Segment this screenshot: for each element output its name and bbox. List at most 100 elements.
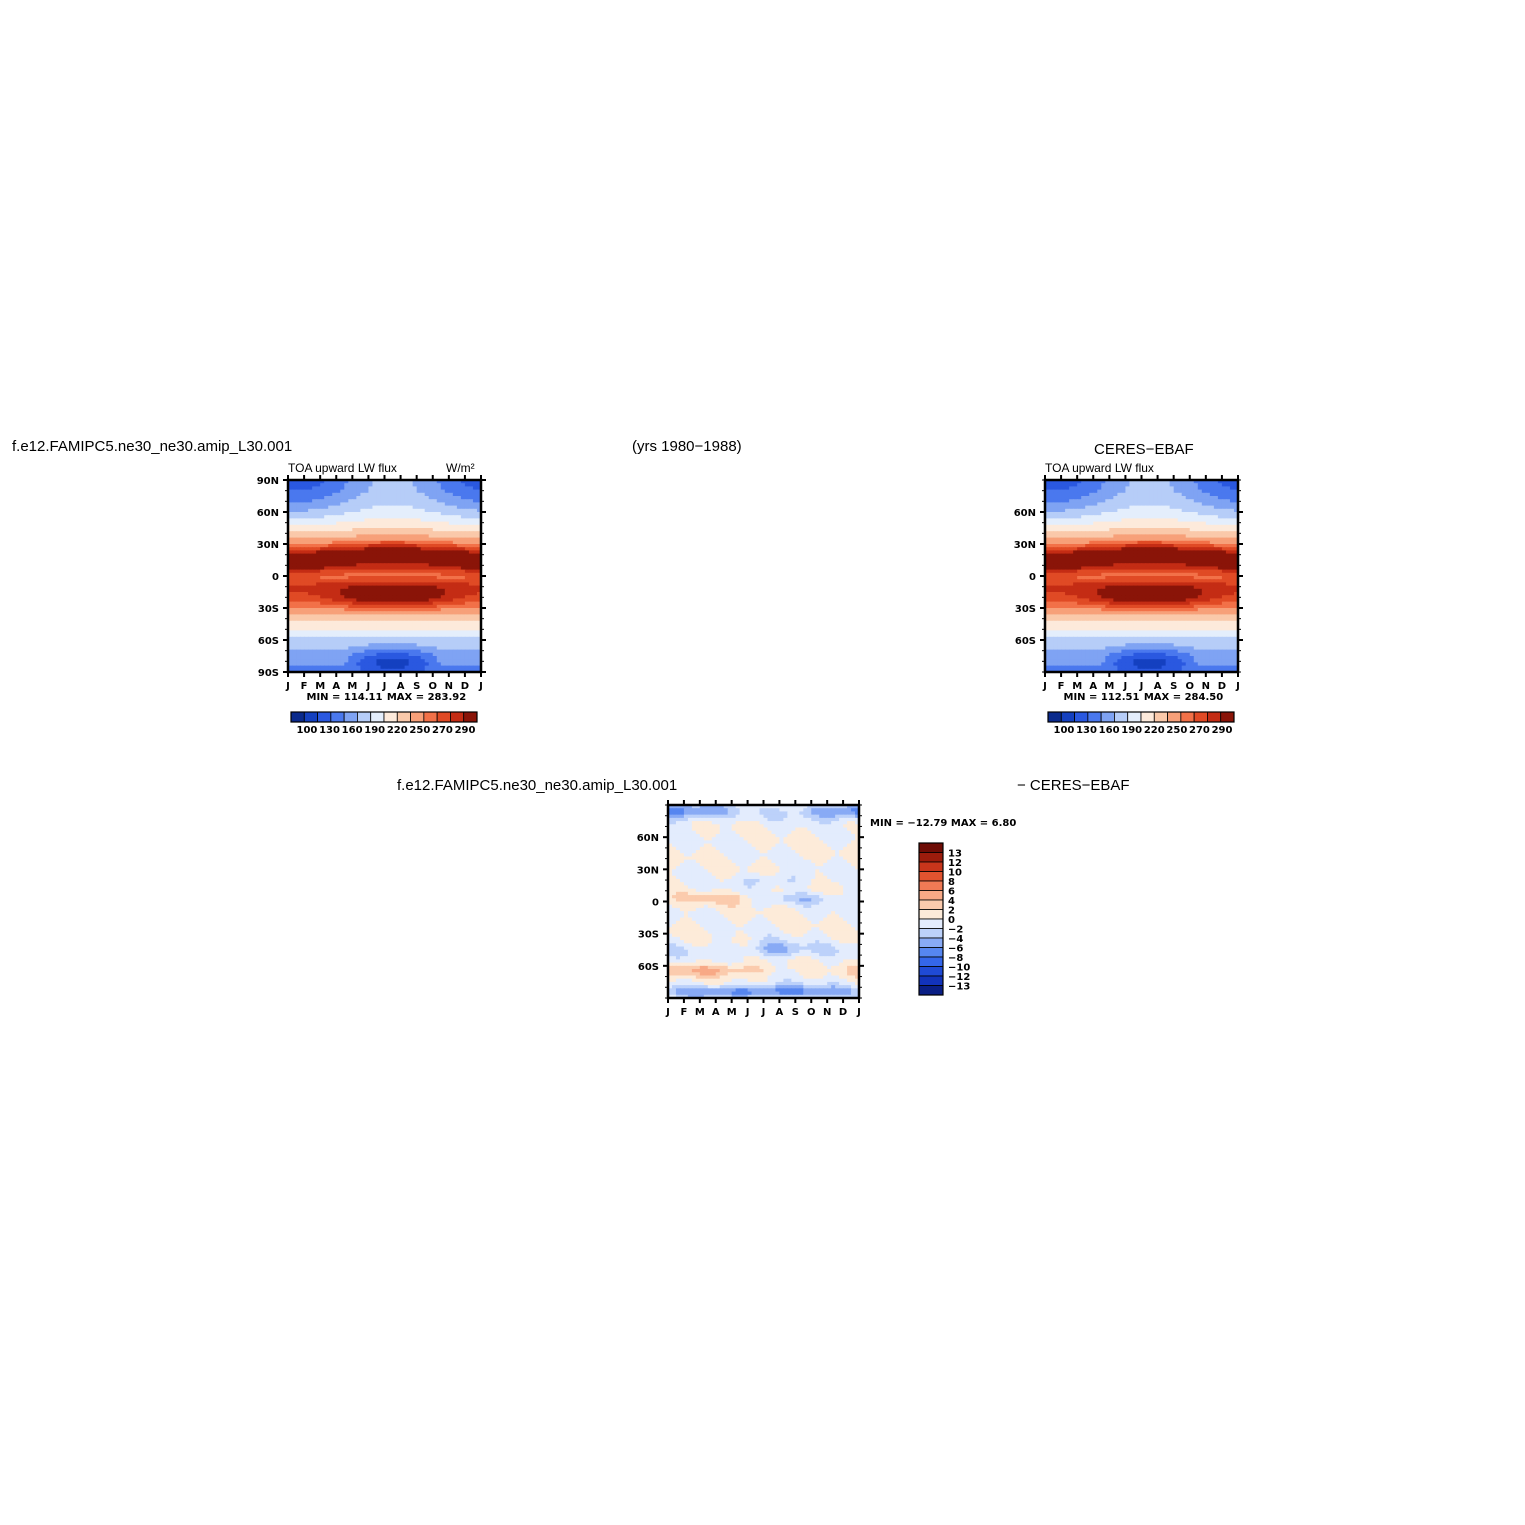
contour-cell xyxy=(360,512,365,516)
contour-cell xyxy=(428,595,434,599)
contour-cell xyxy=(448,508,454,513)
contour-cell xyxy=(1109,540,1114,545)
contour-cell xyxy=(1125,585,1131,590)
contour-cell xyxy=(1209,608,1215,612)
contour-cell xyxy=(1217,483,1223,487)
contour-cell xyxy=(1133,566,1139,571)
contour-cell xyxy=(464,668,470,673)
contour-cell xyxy=(472,518,478,523)
contour-cell xyxy=(396,627,402,631)
contour-cell xyxy=(1213,547,1219,551)
contour-cell xyxy=(296,524,301,529)
contour-cell xyxy=(1157,608,1163,612)
contour-cell xyxy=(304,524,309,529)
contour-cell xyxy=(1057,563,1062,567)
contour-cell xyxy=(1061,560,1066,564)
contour-cell xyxy=(380,652,386,657)
contour-cell xyxy=(440,611,446,615)
contour-cell xyxy=(368,611,374,615)
contour-cell xyxy=(396,556,402,561)
contour-cell xyxy=(364,572,370,577)
contour-cell xyxy=(404,502,410,507)
contour-cell xyxy=(1081,521,1086,526)
contour-cell xyxy=(388,576,394,580)
contour-cell xyxy=(1045,496,1050,500)
contour-cell xyxy=(1149,499,1155,503)
contour-cell xyxy=(1057,556,1062,561)
contour-cell xyxy=(1085,579,1090,583)
contour-cell xyxy=(420,620,426,625)
contour-cell xyxy=(1209,489,1215,494)
contour-cell xyxy=(448,627,454,631)
contour-cell xyxy=(388,524,394,529)
contour-cell xyxy=(420,572,426,577)
contour-cell xyxy=(456,652,462,657)
contour-cell xyxy=(432,572,438,577)
contour-cell xyxy=(1049,486,1054,491)
contour-cell xyxy=(1093,608,1098,612)
contour-cell xyxy=(416,550,422,555)
contour-cell xyxy=(448,665,454,670)
contour-cell xyxy=(1177,512,1183,516)
contour-cell xyxy=(292,483,297,487)
contour-cell xyxy=(1097,544,1102,548)
contour-cell xyxy=(364,640,370,644)
contour-cell xyxy=(1097,499,1102,503)
contour-cell xyxy=(436,534,442,539)
contour-cell xyxy=(424,556,430,561)
contour-cell xyxy=(300,579,305,583)
contour-cell xyxy=(1189,524,1195,529)
contour-cell xyxy=(1233,604,1239,609)
contour-cell xyxy=(1117,540,1122,545)
contour-cell xyxy=(1085,556,1090,561)
contour-cell xyxy=(444,499,450,503)
contour-cell xyxy=(1069,595,1074,599)
contour-cell xyxy=(304,633,309,638)
contour-cell xyxy=(404,537,410,542)
contour-cell xyxy=(372,524,378,529)
contour-cell xyxy=(288,614,293,619)
contour-cell xyxy=(408,652,414,657)
contour-cell xyxy=(348,489,353,494)
contour-cell xyxy=(472,499,478,503)
contour-cell xyxy=(1169,515,1175,519)
contour-cell xyxy=(328,560,333,564)
contour-cell xyxy=(372,595,378,599)
contour-cell xyxy=(356,601,361,606)
contour-cell xyxy=(1049,515,1054,519)
contour-cell xyxy=(1089,537,1094,542)
contour-cell xyxy=(472,633,478,638)
contour-cell xyxy=(336,656,341,660)
contour-cell xyxy=(300,483,305,487)
contour-cell xyxy=(1229,582,1235,587)
contour-cell xyxy=(288,649,293,654)
contour-cell xyxy=(1165,569,1171,574)
contour-cell xyxy=(1085,534,1090,539)
contour-cell xyxy=(1217,544,1223,548)
contour-cell xyxy=(400,662,406,667)
contour-cell xyxy=(1085,547,1090,551)
contour-cell xyxy=(1097,601,1102,606)
contour-cell xyxy=(1045,598,1050,603)
contour-cell xyxy=(1121,489,1127,494)
contour-cell xyxy=(316,579,321,583)
contour-cell xyxy=(1189,531,1195,535)
contour-cell xyxy=(428,483,434,487)
contour-cell xyxy=(460,531,466,535)
contour-cell xyxy=(1189,486,1195,491)
contour-cell xyxy=(348,576,353,580)
contour-cell xyxy=(296,598,301,603)
contour-cell xyxy=(288,563,293,567)
contour-cell xyxy=(288,588,293,593)
contour-cell xyxy=(380,496,386,500)
contour-cell xyxy=(1121,560,1127,564)
contour-cell xyxy=(436,579,442,583)
contour-cell xyxy=(420,643,426,647)
contour-cell xyxy=(1157,521,1163,526)
contour-cell xyxy=(360,668,365,673)
contour-cell xyxy=(360,544,365,548)
contour-cell xyxy=(1085,560,1090,564)
contour-cell xyxy=(360,640,365,644)
contour-cell xyxy=(1105,566,1110,571)
contour-cell xyxy=(476,492,482,497)
